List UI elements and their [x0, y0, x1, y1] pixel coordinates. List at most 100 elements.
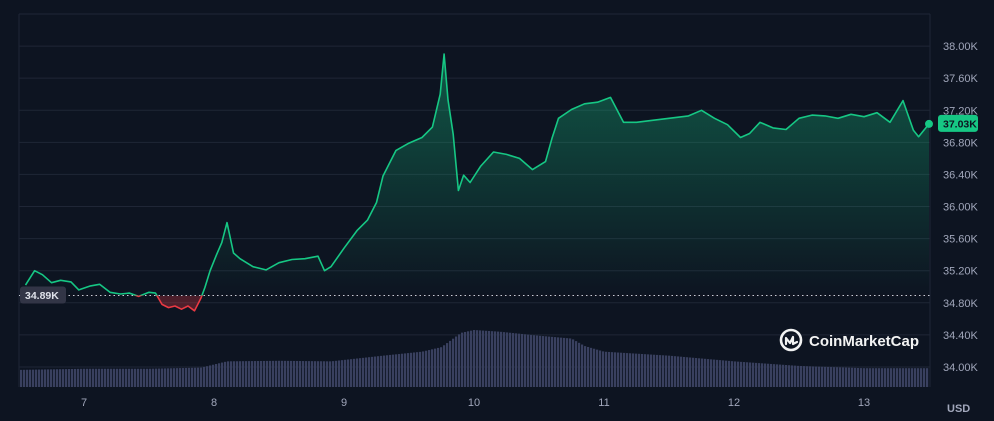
volume-bar: [746, 362, 749, 387]
volume-bar: [494, 331, 497, 387]
volume-bar: [332, 361, 335, 387]
volume-bar: [38, 369, 41, 387]
volume-bar: [704, 358, 707, 387]
y-tick-label: 36.80K: [943, 137, 979, 149]
volume-bar: [353, 358, 356, 387]
volume-bar: [224, 361, 227, 387]
volume-bar: [209, 365, 212, 387]
volume-bar: [791, 365, 794, 387]
volume-bar: [449, 340, 452, 387]
volume-bar: [740, 361, 743, 387]
volume-bar: [836, 367, 839, 387]
volume-bar: [344, 359, 347, 387]
volume-bar: [653, 354, 656, 387]
price-area-up: [25, 54, 929, 296]
volume-bar: [521, 333, 524, 387]
volume-bar: [590, 347, 593, 387]
volume-bar: [656, 354, 659, 387]
volume-bar: [254, 361, 257, 387]
volume-bar: [800, 365, 803, 387]
volume-bar: [398, 354, 401, 387]
volume-bar: [278, 360, 281, 387]
volume-bar: [68, 369, 71, 387]
volume-bar: [299, 361, 302, 387]
volume-bar: [677, 356, 680, 387]
volume-bar: [875, 368, 878, 387]
volume-bar: [782, 364, 785, 387]
price-area: [25, 54, 929, 311]
volume-bar: [488, 330, 491, 387]
volume-bar: [200, 367, 203, 387]
volume-bar: [923, 368, 926, 387]
volume-bar: [380, 355, 383, 387]
volume-bar: [365, 357, 368, 387]
volume-bar: [815, 366, 818, 387]
volume-bar: [794, 365, 797, 387]
volume-bar: [308, 361, 311, 387]
volume-bar: [896, 368, 899, 387]
volume-bar: [419, 351, 422, 387]
volume-bar: [698, 358, 701, 387]
volume-bar: [833, 367, 836, 387]
volume-bar: [446, 343, 449, 387]
volume-bars: [20, 330, 929, 387]
volume-bar: [128, 368, 131, 387]
volume-bar: [755, 362, 758, 387]
y-tick-label: 35.20K: [943, 266, 979, 278]
volume-bar: [830, 367, 833, 387]
volume-bar: [884, 368, 887, 387]
volume-bar: [203, 366, 206, 387]
volume-bar: [401, 353, 404, 387]
volume-bar: [920, 368, 923, 387]
volume-bar: [575, 341, 578, 387]
volume-bar: [734, 361, 737, 387]
volume-bar: [530, 334, 533, 387]
volume-bar: [506, 332, 509, 387]
volume-bar: [104, 368, 107, 387]
volume-bar: [455, 336, 458, 387]
volume-bar: [74, 368, 77, 387]
volume-bar: [305, 361, 308, 387]
volume-bar: [86, 368, 89, 387]
volume-bar: [50, 369, 53, 387]
volume-bar: [626, 353, 629, 387]
volume-bar: [212, 364, 215, 387]
volume-bar: [83, 368, 86, 387]
volume-bar: [761, 363, 764, 387]
volume-bar: [290, 360, 293, 387]
volume-bar: [770, 363, 773, 387]
volume-bar: [641, 353, 644, 387]
volume-bar: [284, 360, 287, 387]
volume-bar: [518, 333, 521, 387]
price-line: [24, 53, 930, 312]
volume-bar: [233, 361, 236, 387]
volume-bar: [425, 350, 428, 387]
volume-bar: [689, 357, 692, 387]
volume-bar: [467, 331, 470, 387]
volume-bar: [281, 360, 284, 387]
volume-bar: [245, 361, 248, 387]
volume-bar: [539, 335, 542, 387]
volume-bar: [35, 369, 38, 387]
volume-bar: [98, 368, 101, 387]
y-tick-label: 34.00K: [943, 362, 979, 374]
volume-bar: [866, 368, 869, 387]
volume-bar: [326, 361, 329, 387]
volume-bar: [122, 368, 125, 387]
price-line-down: [133, 295, 203, 312]
volume-bar: [296, 360, 299, 387]
volume-bar: [386, 355, 389, 387]
volume-bar: [749, 362, 752, 387]
volume-bar: [131, 368, 134, 387]
volume-bar: [572, 339, 575, 387]
volume-bar: [287, 360, 290, 387]
volume-bar: [47, 369, 50, 387]
volume-bar: [314, 361, 317, 387]
volume-bar: [437, 347, 440, 387]
volume-bar: [824, 366, 827, 387]
volume-bar: [737, 361, 740, 387]
volume-bar: [152, 368, 155, 387]
x-tick-label: 10: [468, 397, 480, 409]
current-price-dot: [925, 119, 933, 128]
volume-bar: [476, 330, 479, 387]
